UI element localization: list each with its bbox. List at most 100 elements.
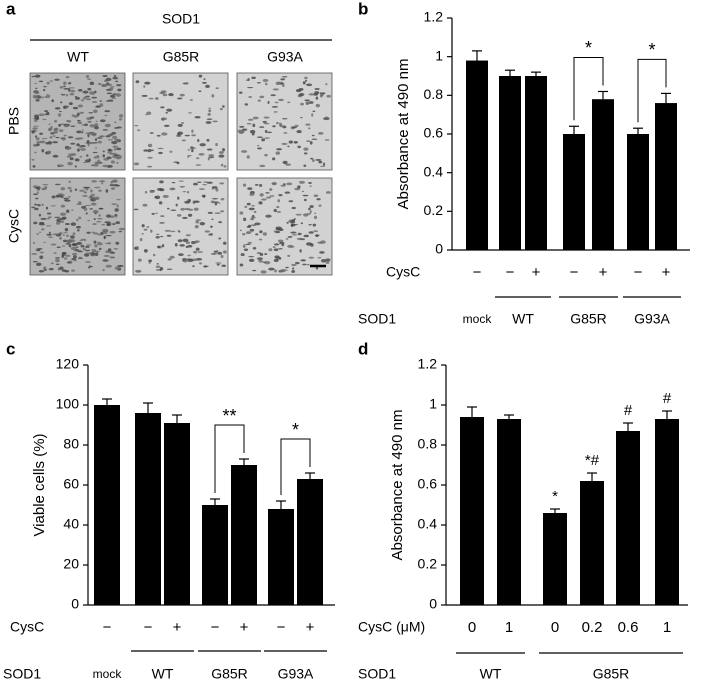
cell bbox=[293, 140, 298, 144]
cell bbox=[106, 164, 113, 168]
cell bbox=[157, 245, 161, 249]
cell bbox=[303, 164, 307, 167]
cell bbox=[105, 264, 112, 268]
cell bbox=[177, 97, 183, 100]
cell bbox=[39, 255, 44, 259]
bar bbox=[202, 505, 228, 605]
cell bbox=[259, 253, 264, 256]
bar bbox=[94, 405, 120, 605]
cell bbox=[210, 156, 213, 159]
cell bbox=[306, 83, 313, 87]
cell bbox=[280, 184, 286, 187]
cell bbox=[211, 218, 214, 220]
cell bbox=[146, 111, 152, 116]
cell bbox=[137, 258, 142, 262]
bar bbox=[497, 419, 521, 605]
cell bbox=[189, 154, 192, 157]
cell bbox=[112, 183, 117, 187]
cell bbox=[31, 206, 36, 209]
cell bbox=[83, 207, 88, 211]
bar bbox=[164, 423, 190, 605]
cell bbox=[264, 129, 268, 133]
y-axis-label: Absorbance at 490 nm bbox=[395, 59, 412, 210]
cell bbox=[31, 75, 36, 78]
y-tick-label: 1 bbox=[429, 396, 437, 412]
cell bbox=[278, 248, 283, 250]
cell bbox=[67, 161, 73, 166]
cell bbox=[302, 263, 307, 266]
y-tick-label: 0.2 bbox=[424, 202, 444, 218]
category-label: 0.2 bbox=[582, 619, 603, 636]
cell bbox=[320, 165, 325, 168]
cell bbox=[32, 127, 38, 130]
cell bbox=[67, 136, 74, 139]
cell bbox=[262, 261, 266, 263]
cell bbox=[210, 225, 213, 228]
cell bbox=[292, 224, 299, 226]
cell bbox=[273, 208, 277, 213]
cell bbox=[184, 134, 191, 137]
bar bbox=[655, 419, 679, 605]
cell bbox=[116, 199, 121, 201]
cell bbox=[238, 91, 243, 94]
cell bbox=[79, 239, 83, 242]
cell bbox=[81, 131, 84, 134]
cell bbox=[70, 222, 77, 226]
cell bbox=[37, 186, 41, 190]
cell bbox=[206, 181, 213, 184]
category-label: + bbox=[532, 264, 541, 281]
cell bbox=[249, 228, 255, 232]
cell bbox=[156, 263, 159, 265]
micrograph bbox=[236, 177, 333, 276]
cell bbox=[57, 113, 62, 117]
cell bbox=[281, 85, 285, 87]
cell bbox=[319, 251, 325, 254]
cell bbox=[95, 120, 98, 123]
cell bbox=[101, 223, 106, 226]
cell bbox=[248, 258, 255, 262]
cell bbox=[52, 233, 59, 236]
cell bbox=[50, 262, 54, 265]
cell bbox=[74, 188, 78, 191]
cell bbox=[114, 208, 119, 212]
y-tick-label: 60 bbox=[63, 476, 79, 492]
cell bbox=[155, 265, 161, 268]
cell bbox=[197, 181, 202, 183]
cell bbox=[218, 154, 225, 158]
cell bbox=[244, 205, 248, 209]
cell bbox=[64, 227, 69, 232]
cell bbox=[55, 263, 60, 265]
cell bbox=[290, 231, 297, 234]
cell bbox=[139, 238, 143, 242]
bar bbox=[543, 513, 567, 605]
cell bbox=[290, 223, 294, 228]
cell bbox=[61, 138, 66, 141]
cell bbox=[178, 180, 184, 182]
cell bbox=[31, 253, 38, 255]
cell bbox=[305, 123, 311, 126]
panel-letter: c bbox=[6, 339, 15, 358]
cell bbox=[46, 233, 52, 236]
cell bbox=[96, 137, 103, 139]
cell bbox=[102, 269, 105, 272]
cell bbox=[308, 231, 314, 234]
cell bbox=[41, 137, 48, 140]
cell bbox=[248, 207, 255, 211]
cell bbox=[197, 251, 203, 253]
cell bbox=[80, 244, 85, 248]
cell bbox=[298, 88, 304, 91]
cell bbox=[68, 195, 71, 198]
row-label: CysC bbox=[10, 619, 44, 635]
cell bbox=[45, 225, 52, 227]
cell bbox=[212, 120, 218, 123]
cell bbox=[150, 229, 153, 233]
cell bbox=[216, 263, 220, 266]
cell bbox=[206, 148, 213, 151]
cell bbox=[60, 123, 65, 126]
cell bbox=[268, 267, 275, 271]
cell bbox=[274, 255, 280, 259]
cell bbox=[141, 94, 148, 97]
cell bbox=[111, 97, 117, 99]
cell bbox=[109, 256, 114, 259]
